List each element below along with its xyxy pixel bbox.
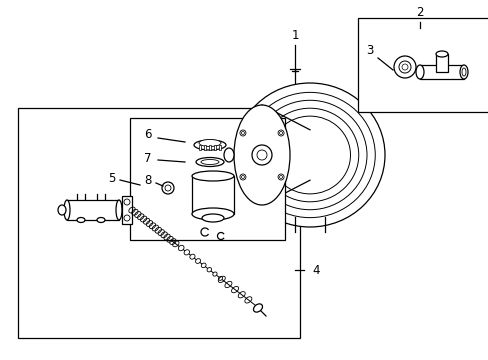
Ellipse shape <box>201 263 205 267</box>
Bar <box>130 118 285 240</box>
Ellipse shape <box>97 217 105 222</box>
Ellipse shape <box>116 200 122 220</box>
Ellipse shape <box>206 267 211 272</box>
Bar <box>214 145 216 150</box>
Ellipse shape <box>184 250 189 255</box>
Circle shape <box>124 215 130 221</box>
Bar <box>192 176 234 214</box>
Circle shape <box>240 174 245 180</box>
Ellipse shape <box>58 205 66 215</box>
Ellipse shape <box>64 200 70 220</box>
Ellipse shape <box>199 140 221 147</box>
Circle shape <box>393 56 415 78</box>
Circle shape <box>162 182 174 194</box>
Ellipse shape <box>253 304 262 312</box>
Ellipse shape <box>234 105 289 205</box>
Ellipse shape <box>195 258 200 264</box>
Text: 2: 2 <box>415 5 423 18</box>
Ellipse shape <box>459 65 467 79</box>
Bar <box>199 145 201 150</box>
Circle shape <box>278 130 284 136</box>
Circle shape <box>398 61 410 73</box>
Bar <box>18 108 299 338</box>
Ellipse shape <box>461 68 465 76</box>
Bar <box>419 65 463 79</box>
Text: 4: 4 <box>312 264 319 276</box>
Ellipse shape <box>194 140 225 150</box>
Bar <box>435 54 447 72</box>
Ellipse shape <box>212 272 217 276</box>
Ellipse shape <box>201 159 219 165</box>
Ellipse shape <box>77 217 85 222</box>
Bar <box>219 145 221 150</box>
Bar <box>357 18 488 112</box>
Ellipse shape <box>192 171 234 181</box>
Ellipse shape <box>415 65 423 79</box>
Ellipse shape <box>189 254 195 259</box>
Ellipse shape <box>235 83 384 227</box>
Text: 1: 1 <box>291 28 298 41</box>
Bar <box>203 145 205 150</box>
Text: 3: 3 <box>366 44 373 57</box>
Circle shape <box>257 150 266 160</box>
Text: 6: 6 <box>144 127 151 140</box>
Ellipse shape <box>178 245 183 251</box>
Ellipse shape <box>196 158 224 166</box>
Ellipse shape <box>224 148 234 162</box>
Circle shape <box>124 199 130 205</box>
Text: 8: 8 <box>144 174 151 186</box>
Ellipse shape <box>202 214 224 222</box>
Text: 5: 5 <box>108 171 116 185</box>
Bar <box>122 196 132 224</box>
Ellipse shape <box>435 51 447 57</box>
Circle shape <box>401 64 407 70</box>
Bar <box>208 145 210 150</box>
Bar <box>67 200 119 220</box>
Ellipse shape <box>192 208 234 220</box>
Circle shape <box>251 145 271 165</box>
Text: 7: 7 <box>144 152 151 165</box>
Circle shape <box>164 185 171 191</box>
Circle shape <box>278 174 284 180</box>
Ellipse shape <box>218 276 222 280</box>
Circle shape <box>240 130 245 136</box>
